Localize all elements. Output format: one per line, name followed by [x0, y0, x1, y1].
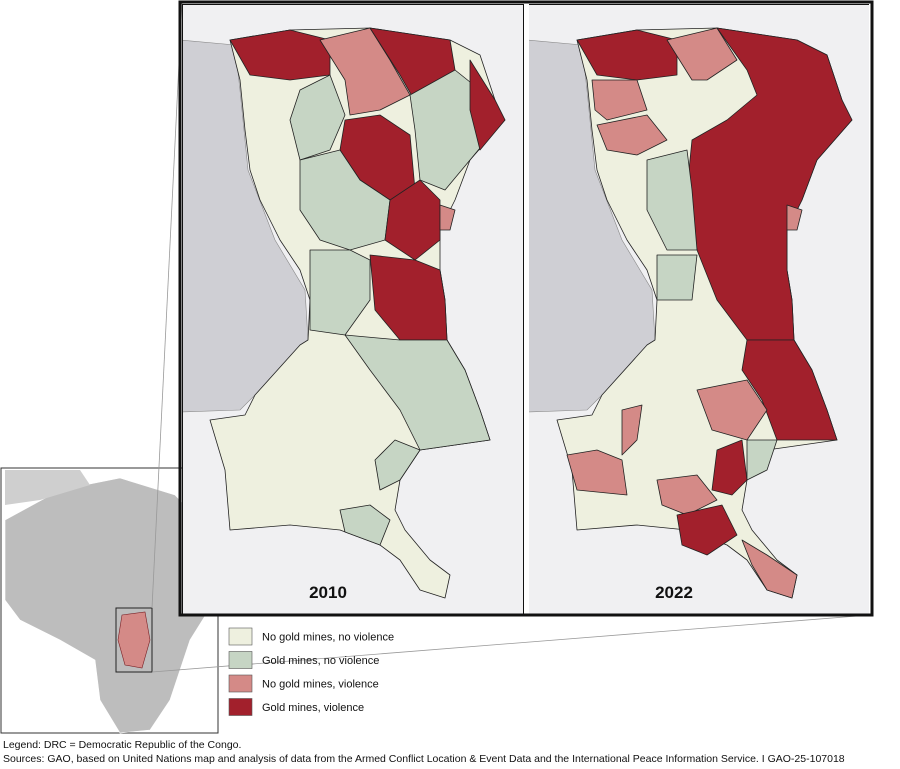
frame [178, 0, 874, 617]
region [384, 179, 441, 261]
region [786, 204, 803, 231]
legend-label: No gold mines, violence [262, 679, 379, 691]
region [666, 27, 738, 81]
legend-label: No gold mines, no violence [262, 632, 394, 644]
shape [529, 39, 656, 413]
region [656, 474, 718, 516]
region [576, 29, 678, 81]
legend-swatch [228, 651, 253, 669]
inset-map [0, 1, 871, 734]
region [741, 339, 838, 441]
region [711, 439, 748, 496]
region [696, 379, 768, 441]
panel-label: 2022 [655, 583, 693, 602]
region [741, 539, 798, 599]
map-panel-2022 [529, 4, 869, 614]
region [369, 254, 448, 341]
region [656, 254, 698, 301]
map-panel-2010 [182, 4, 524, 614]
legend: No gold mines, no violence Gold mines, no… [228, 627, 394, 716]
legend-swatch [228, 627, 253, 646]
region [596, 114, 668, 156]
legend-note: Legend: DRC = Democratic Republic of the… [3, 739, 241, 751]
region [591, 79, 648, 121]
region [621, 404, 643, 456]
region [676, 504, 738, 556]
region [374, 439, 421, 491]
legend-swatch [228, 698, 253, 716]
region [686, 27, 853, 341]
region [309, 249, 371, 336]
legend-swatch [228, 674, 253, 693]
region [339, 504, 391, 546]
shape [182, 39, 309, 413]
legend-label: Gold mines, no violence [262, 655, 379, 667]
region [646, 149, 698, 251]
region [469, 59, 506, 151]
sources: Sources: GAO, based on United Nations ma… [3, 753, 845, 765]
legend-label: Gold mines, violence [262, 702, 364, 714]
shape [115, 607, 153, 673]
region [566, 449, 628, 496]
panel-label: 2010 [309, 583, 347, 602]
region [344, 334, 491, 451]
region [439, 204, 456, 231]
region [746, 439, 778, 481]
